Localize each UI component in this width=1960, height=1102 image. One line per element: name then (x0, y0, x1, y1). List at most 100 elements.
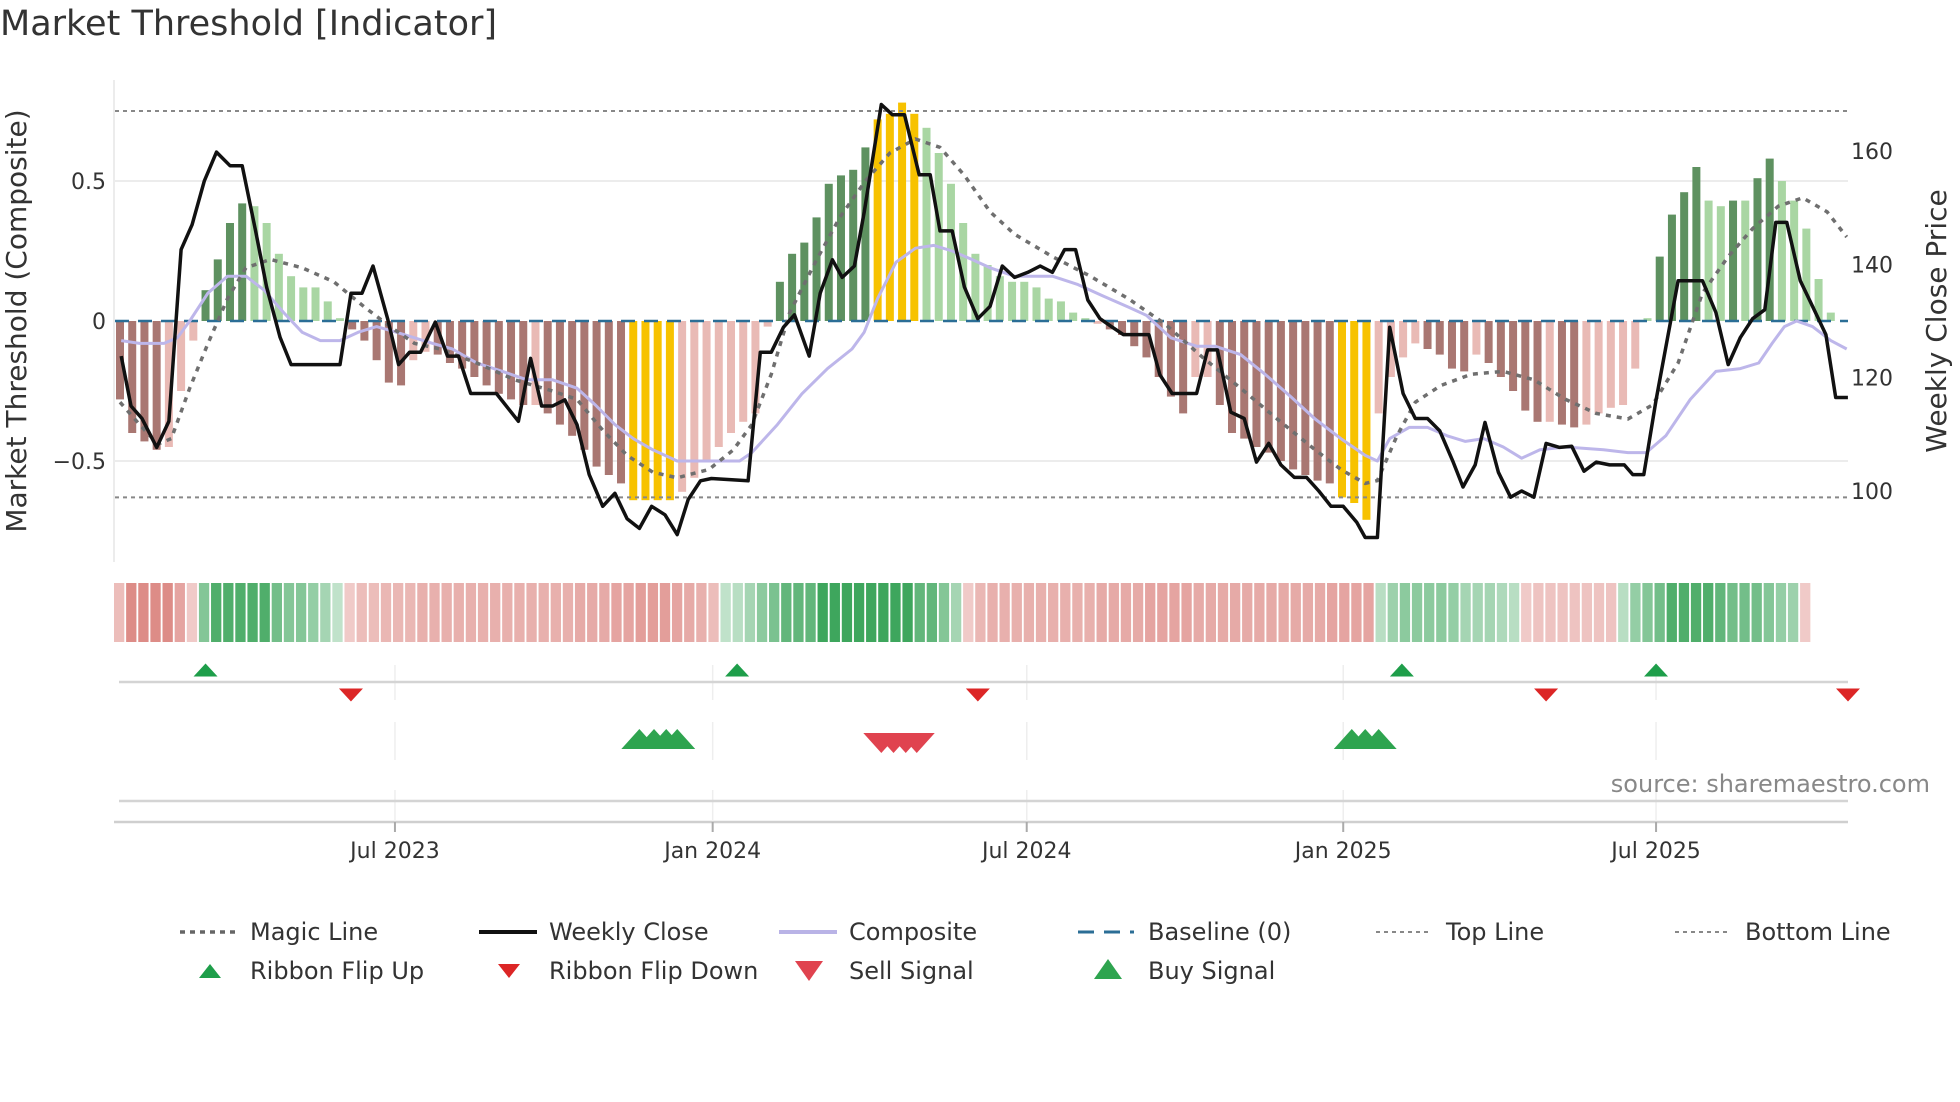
composite-bar (1729, 200, 1738, 321)
composite-bar (201, 290, 210, 321)
ribbon-cell (975, 583, 986, 642)
composite-bar (1557, 321, 1566, 425)
composite-bar (1008, 281, 1017, 321)
ribbon-cell (1060, 583, 1071, 642)
chart-title: Market Threshold [Indicator] (0, 4, 498, 44)
composite-bar (1044, 298, 1053, 321)
composite-bar (189, 321, 198, 341)
composite-bar (604, 321, 613, 475)
ribbon-cell (1508, 583, 1520, 642)
ribbon-cell (235, 583, 246, 642)
ribbon-cell (1339, 583, 1350, 642)
composite-bar (1374, 321, 1383, 414)
ribbon-cell (793, 583, 804, 642)
legend-label: Top Line (1445, 918, 1544, 946)
series-lines (118, 102, 1849, 540)
composite-bar (1680, 192, 1689, 321)
ribbon-cell (1800, 583, 1811, 642)
ribbon-cell (1642, 583, 1653, 642)
ribbon-cell (1387, 583, 1398, 642)
composite-bar (458, 321, 467, 369)
composite-bar (580, 321, 589, 450)
ribbon-cell (1290, 583, 1301, 642)
composite-bar (433, 321, 442, 355)
ribbon-cell (1727, 583, 1738, 642)
composite-bar (592, 321, 601, 467)
composite-bar (555, 321, 564, 425)
ribbon-cell (1424, 583, 1435, 642)
composite-bar (775, 281, 784, 321)
ribbon-cell (914, 583, 925, 642)
ribbon-cell (1484, 583, 1495, 642)
ribbon-cell (1120, 583, 1132, 642)
ribbon-cell (587, 583, 598, 642)
composite-bar (617, 321, 626, 484)
composite-bar (1594, 321, 1603, 414)
source-credit: source: sharemaestro.com (1611, 770, 1930, 798)
composite-bar (1655, 256, 1664, 321)
composite-bar (543, 321, 552, 414)
ribbon-cell (1545, 583, 1556, 642)
ribbon-cell (405, 583, 416, 642)
composite-bar (959, 223, 968, 321)
ribbon-cell (295, 583, 307, 642)
composite-bar (372, 321, 381, 361)
composite-bar (836, 175, 845, 321)
ribbon-cell (247, 583, 258, 642)
composite-bar (140, 321, 149, 442)
ribbon-cell (720, 583, 731, 642)
ribbon-cell (502, 583, 513, 642)
ribbon-cell (283, 583, 295, 642)
composite-bar (1802, 228, 1811, 321)
composite-bar (629, 321, 638, 501)
ribbon-cell (1217, 583, 1229, 642)
composite-bar (727, 321, 735, 433)
composite-bar (299, 287, 308, 321)
ribbon-cell (1678, 583, 1690, 642)
composite-bar (1069, 312, 1078, 321)
ribbon-cell (1557, 583, 1568, 642)
ribbon-cell (866, 583, 877, 642)
composite-bar (971, 253, 980, 321)
ribbon-cell (1193, 583, 1204, 642)
ribbon-cell (1035, 583, 1047, 642)
composite-bar (1020, 281, 1029, 321)
ribbon-flip-up-marker (193, 663, 218, 677)
y-axis-label: Market Threshold (Composite) (0, 109, 33, 532)
composite-bar (1386, 321, 1395, 377)
composite-bar (421, 321, 430, 352)
ribbon-cell (647, 583, 659, 642)
composite-bar (1276, 321, 1285, 461)
ribbon-cell (1533, 583, 1544, 642)
ribbon-cell (1399, 583, 1411, 642)
ribbon-cell (671, 583, 683, 642)
ribbon-cell (514, 583, 525, 642)
y-tick-label: 0 (92, 310, 106, 335)
ribbon-cell (198, 583, 210, 642)
ribbon-cell (805, 583, 816, 642)
composite-bar (641, 321, 650, 501)
ribbon-cell (1169, 583, 1180, 642)
composite-bar (384, 321, 393, 383)
composite-bar (152, 321, 161, 450)
ribbon-cell (1739, 583, 1750, 642)
x-axis: Jul 2023 Jan 2024 Jul 2024 Jan 2025 Jul 2025 (114, 820, 1848, 864)
composite-bar (116, 321, 124, 400)
ribbon-cell (1266, 583, 1277, 642)
ribbon-cell (1521, 583, 1532, 642)
composite-bar (445, 321, 454, 363)
composite-bar (323, 301, 332, 321)
composite-bar (274, 253, 283, 321)
composite-bar (812, 217, 821, 321)
composite-bar (1631, 321, 1640, 369)
ribbon-cell (441, 583, 452, 642)
composite-bar (1399, 321, 1408, 358)
composite-bar (1179, 321, 1188, 414)
composite-bar (824, 183, 833, 321)
ribbon-cell (1472, 583, 1483, 642)
ribbon-cell (150, 583, 161, 642)
ribbon-cell (938, 583, 950, 642)
composite-bar (702, 321, 711, 461)
ribbon-cell (817, 583, 828, 642)
ribbon-cell (138, 583, 149, 642)
